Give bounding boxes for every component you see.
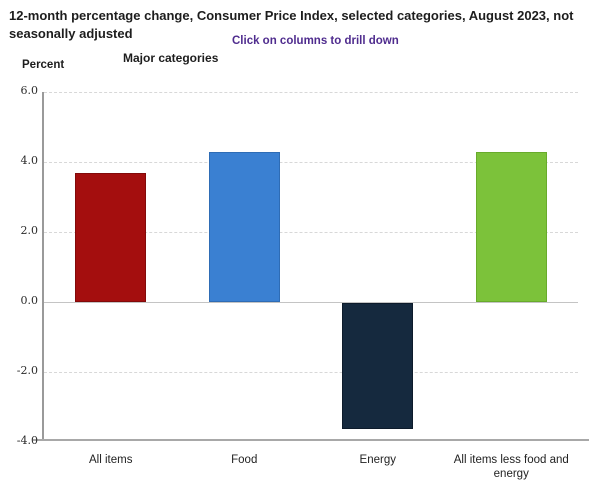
x-axis-line: [33, 439, 589, 441]
gridline: [44, 92, 578, 93]
y-axis-tick-label: -2.0: [16, 364, 38, 377]
y-axis-tick-label: 0.0: [20, 294, 39, 307]
chart-bar[interactable]: [208, 151, 280, 302]
x-axis-category-label: All items: [89, 454, 133, 466]
x-axis-category-label: Food: [231, 454, 258, 466]
gridline: [44, 372, 578, 373]
y-axis-line: [42, 92, 44, 440]
gridline: [44, 232, 578, 233]
zero-gridline: [44, 302, 578, 303]
chart-bar[interactable]: [342, 303, 414, 429]
y-axis-tick-label: -4.0: [16, 434, 38, 447]
chart-bar[interactable]: [75, 172, 147, 302]
drilldown-hint-link[interactable]: Click on columns to drill down: [232, 35, 399, 47]
chart-bar[interactable]: [475, 151, 547, 302]
gridline: [44, 162, 578, 163]
y-axis-tick-label: 2.0: [20, 224, 39, 237]
chart-subtitle: Major categories: [123, 51, 219, 65]
y-axis-tick-label: 4.0: [20, 154, 39, 167]
chart-title: 12-month percentage change, Consumer Pri…: [9, 8, 574, 41]
y-axis-tick-label: 6.0: [20, 84, 39, 97]
x-axis-category-label: All items less food and energy: [453, 454, 569, 480]
y-axis-title: Percent: [22, 59, 65, 71]
x-axis-category-label: Energy: [359, 454, 396, 466]
plot-area: [44, 92, 578, 440]
